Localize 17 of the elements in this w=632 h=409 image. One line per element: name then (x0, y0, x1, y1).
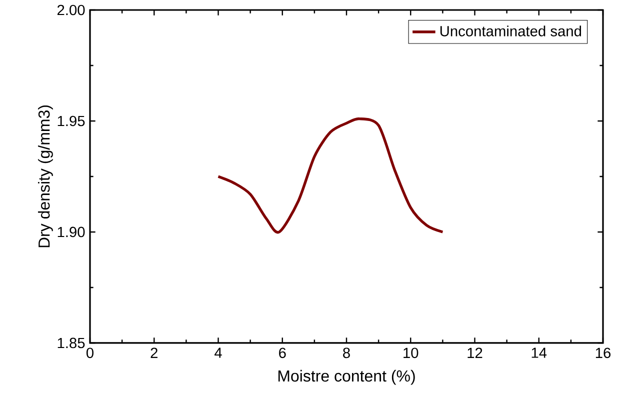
y-tick-label: 1.90 (58, 226, 85, 238)
legend-label: Uncontaminated sand (440, 26, 582, 36)
y-tick-label: 2.00 (57, 4, 85, 16)
x-tick-label: 16 (596, 348, 610, 358)
x-tick-label: 2 (150, 348, 158, 358)
x-tick-label: 8 (343, 348, 350, 358)
y-tick-label: 1.85 (58, 338, 85, 348)
x-tick-label: 10 (404, 348, 418, 358)
line-series (216, 117, 444, 234)
x-tick-label: 4 (214, 348, 222, 358)
y-axis-title: Dry density (g/mm3) (38, 106, 53, 248)
x-tick-label: 0 (86, 348, 94, 358)
x-tick-label: 12 (468, 348, 482, 358)
y-tick-label: 1.95 (58, 116, 85, 126)
x-axis-title: Moistre content (%) (278, 370, 415, 385)
x-tick-label: 6 (279, 348, 286, 358)
x-tick-label: 14 (532, 348, 547, 358)
